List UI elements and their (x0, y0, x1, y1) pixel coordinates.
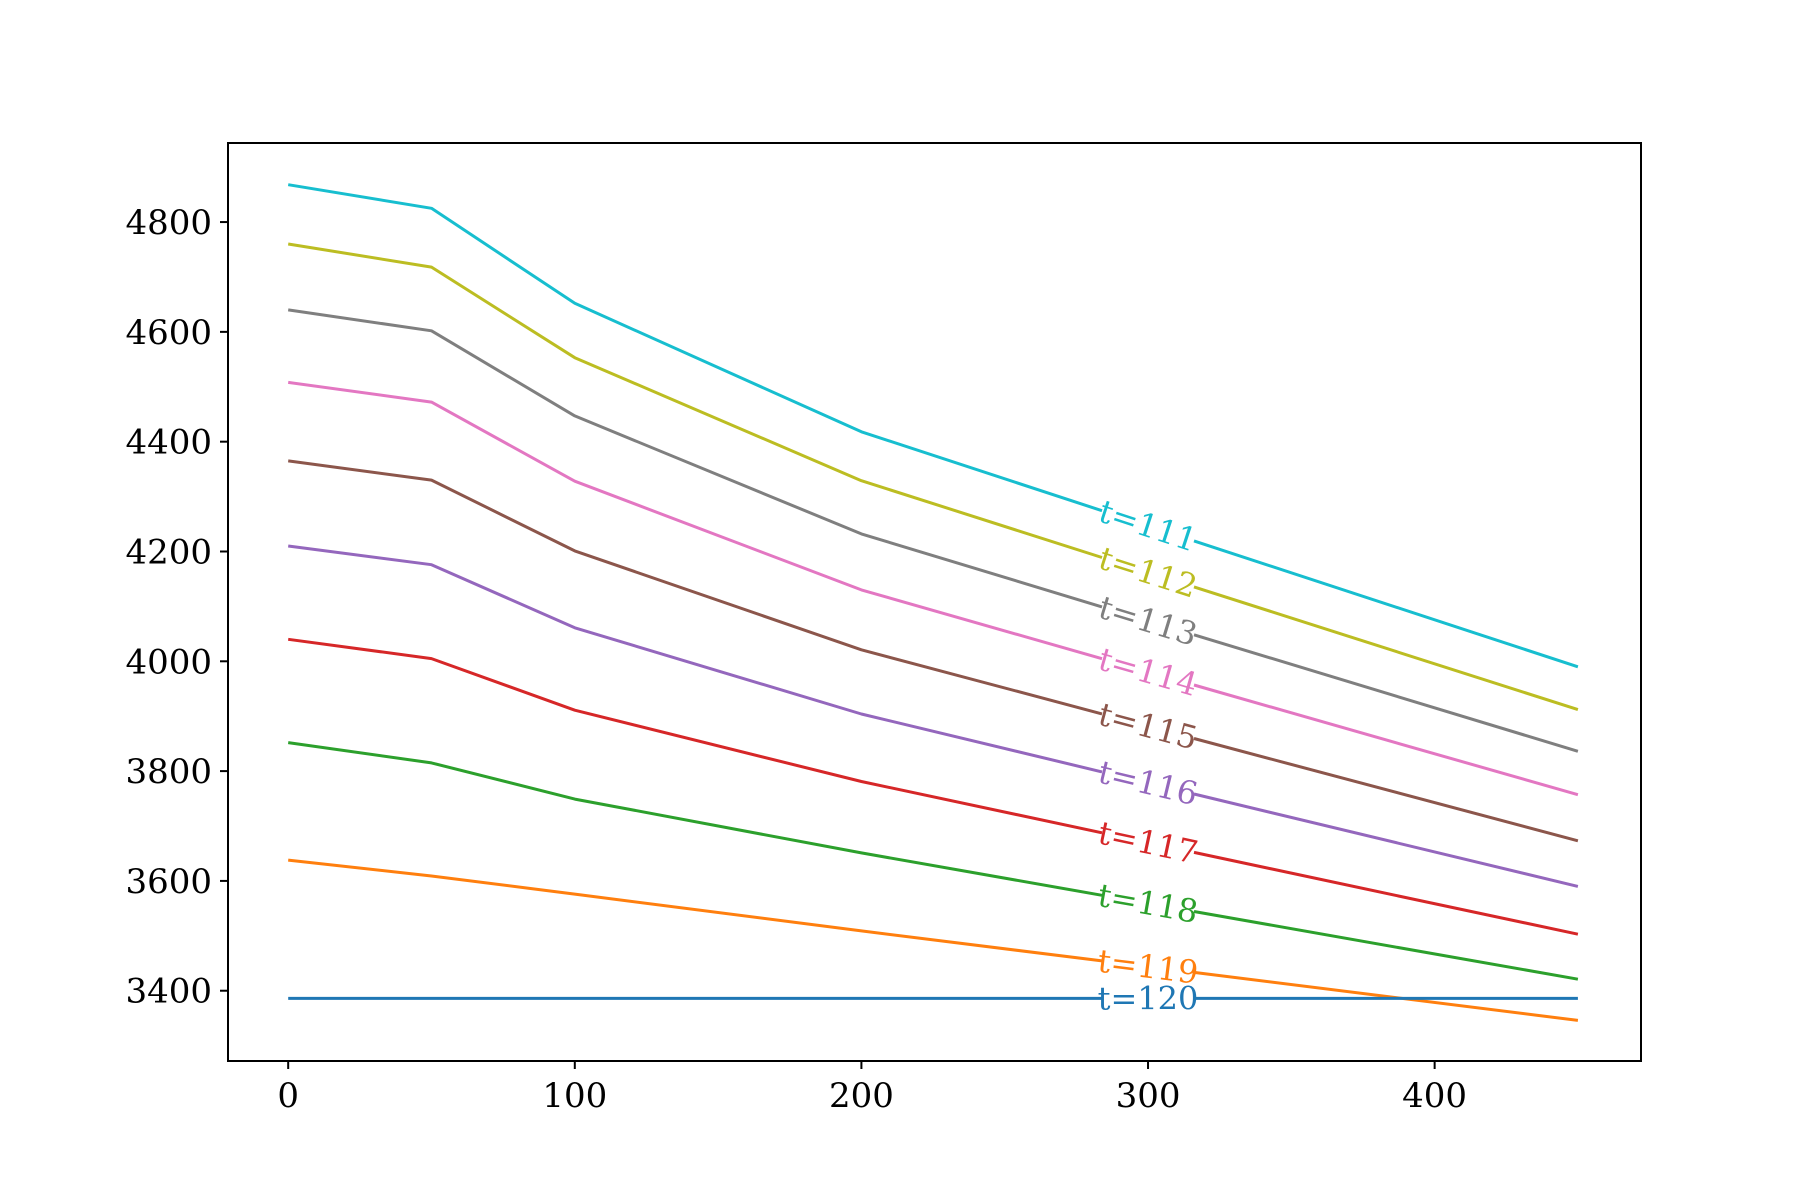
series-line (287, 183, 1103, 513)
series-line (1193, 850, 1579, 936)
series-line (288, 459, 1103, 716)
y-tick-label: 4400 (125, 423, 212, 463)
series-line (1193, 910, 1579, 981)
series-line (288, 544, 1103, 774)
x-tick-label: 300 (1116, 1076, 1181, 1116)
x-tick-label: 400 (1402, 1076, 1467, 1116)
series-line (1193, 792, 1579, 888)
series-line (287, 741, 1103, 897)
series-line (1193, 539, 1579, 669)
series-layer (287, 183, 1579, 1022)
x-axis: 0 100 200 300 400 (277, 1061, 1467, 1116)
series-line (287, 308, 1103, 609)
y-tick-label: 4000 (125, 642, 212, 682)
series-line (1193, 970, 1579, 1022)
x-tick-label: 100 (542, 1076, 607, 1116)
y-tick-label: 3800 (125, 752, 212, 792)
x-tick-label: 200 (829, 1076, 894, 1116)
series-line (288, 858, 1103, 963)
series-line (287, 637, 1103, 835)
series-line (1193, 737, 1579, 843)
series-line (1193, 585, 1579, 712)
series-inline-label: t=120 (1098, 979, 1199, 1017)
y-axis: 3400 3600 3800 4000 4200 4400 4600 4800 (125, 203, 228, 1012)
y-tick-label: 4600 (125, 313, 212, 353)
y-tick-label: 4200 (125, 532, 212, 572)
series-line (287, 242, 1103, 559)
y-tick-label: 4800 (125, 203, 212, 243)
y-tick-label: 3400 (125, 972, 212, 1012)
series-line (287, 380, 1103, 661)
plot-frame (227, 142, 1642, 1062)
x-tick-label: 0 (277, 1076, 299, 1116)
series-line (1193, 633, 1579, 753)
series-line (1193, 683, 1579, 797)
y-tick-label: 3600 (125, 862, 212, 902)
